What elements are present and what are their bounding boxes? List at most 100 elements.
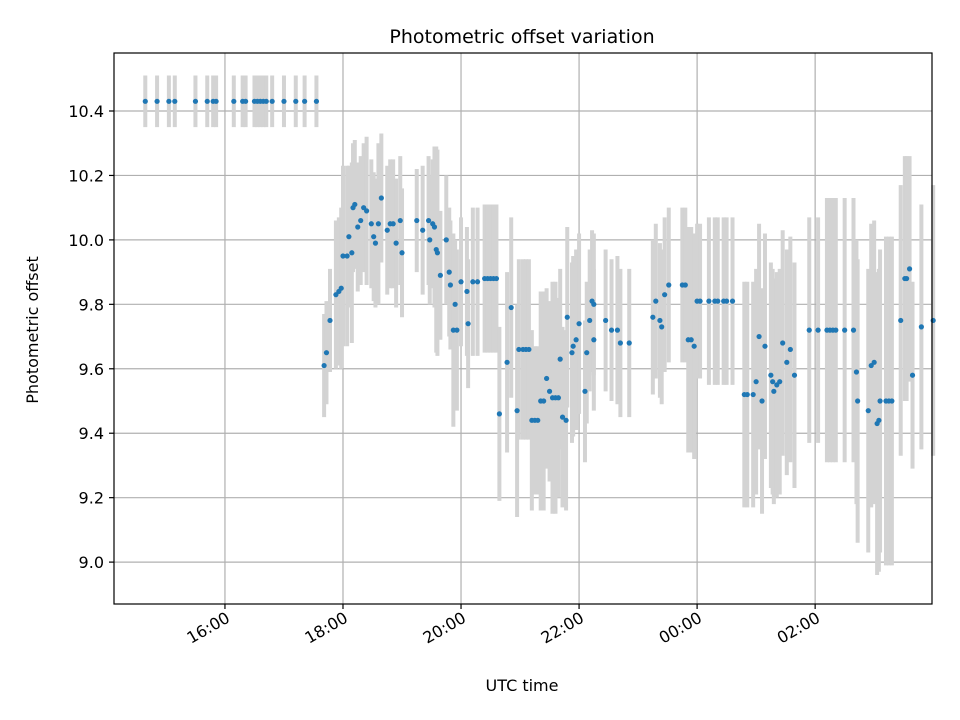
data-point <box>293 98 299 104</box>
data-point <box>614 327 621 333</box>
data-point <box>496 411 502 417</box>
x-tick-label: 00:00 <box>656 608 705 648</box>
data-point <box>759 398 765 404</box>
data-point <box>470 279 476 285</box>
data-point <box>321 362 327 369</box>
data-point <box>784 359 790 365</box>
data-point <box>313 98 320 104</box>
data-point <box>493 275 500 282</box>
data-point <box>691 343 697 349</box>
data-point <box>877 398 883 404</box>
data-point <box>770 379 776 385</box>
data-point <box>427 237 433 243</box>
data-point <box>756 333 762 340</box>
data-point <box>850 327 857 333</box>
data-point <box>697 298 703 304</box>
data-point <box>420 227 426 233</box>
x-axis-ticks: 16:00 18:00 20:00 22:00 00:00 02:00 <box>184 604 823 648</box>
data-point <box>399 250 405 256</box>
data-point <box>787 346 793 353</box>
data-point <box>729 298 736 304</box>
data-point <box>569 350 575 356</box>
x-tick-label: 18:00 <box>302 608 351 648</box>
data-point <box>768 372 774 378</box>
data-point <box>791 372 798 378</box>
data-point <box>898 317 904 324</box>
data-point <box>349 250 355 256</box>
data-point <box>504 359 510 365</box>
data-point <box>447 282 454 288</box>
data-point <box>918 324 924 330</box>
data-point <box>780 340 786 346</box>
data-point <box>582 388 588 394</box>
data-point <box>358 217 364 224</box>
data-point <box>338 285 344 291</box>
data-point <box>454 327 460 333</box>
data-point <box>855 398 861 404</box>
data-point <box>213 98 219 104</box>
data-points <box>142 98 936 427</box>
data-point <box>706 298 712 304</box>
y-tick-label: 10.4 <box>68 102 104 121</box>
data-point <box>378 195 384 201</box>
y-tick-label: 10.2 <box>68 166 104 185</box>
data-point <box>355 224 361 230</box>
data-point <box>397 217 403 224</box>
x-axis-label: UTC time <box>486 676 559 695</box>
y-tick-label: 9.2 <box>79 489 104 508</box>
data-point <box>563 417 569 423</box>
data-point <box>375 221 382 227</box>
y-tick-label: 9.0 <box>79 553 104 572</box>
data-point <box>474 279 481 285</box>
data-point <box>535 417 541 423</box>
data-point <box>344 253 350 259</box>
chart-title: Photometric offset variation <box>389 26 654 48</box>
data-point <box>327 317 333 324</box>
x-tick-label: 02:00 <box>774 608 823 648</box>
x-tick-label: 16:00 <box>184 608 233 648</box>
data-point <box>514 408 520 414</box>
data-point <box>443 237 449 243</box>
data-point <box>573 337 579 343</box>
data-point <box>559 414 566 420</box>
data-point <box>608 327 615 333</box>
data-point <box>154 98 160 104</box>
data-point <box>281 98 287 104</box>
data-point <box>346 234 352 240</box>
data-point <box>853 369 860 375</box>
data-point <box>555 395 562 401</box>
data-point <box>516 346 522 353</box>
data-point <box>231 98 237 104</box>
data-point <box>526 346 532 353</box>
data-point <box>166 98 172 104</box>
data-point <box>591 337 597 343</box>
y-axis-ticks: 9.0 9.2 9.4 9.6 9.8 10.0 10.2 10.4 <box>68 102 114 572</box>
data-point <box>806 327 812 333</box>
data-point <box>865 408 871 414</box>
y-tick-label: 9.6 <box>79 360 104 379</box>
data-point <box>364 208 370 214</box>
data-point <box>414 217 420 224</box>
x-tick-label: 22:00 <box>538 608 587 648</box>
data-point <box>434 250 441 256</box>
data-point <box>906 266 913 272</box>
data-point <box>508 304 514 311</box>
data-point <box>302 98 308 104</box>
data-point <box>458 279 464 285</box>
data-point <box>465 321 471 327</box>
data-point <box>904 275 910 282</box>
data-point <box>815 327 821 333</box>
data-point <box>464 288 470 295</box>
data-point <box>371 234 377 240</box>
data-point <box>243 98 249 104</box>
data-point <box>584 350 590 356</box>
data-point <box>617 340 623 346</box>
data-point <box>724 298 730 304</box>
data-point <box>192 98 199 104</box>
data-point <box>688 337 694 343</box>
data-point <box>650 314 656 320</box>
data-point <box>340 253 346 259</box>
data-point <box>876 417 882 423</box>
data-point <box>750 391 756 398</box>
data-point <box>393 240 399 246</box>
